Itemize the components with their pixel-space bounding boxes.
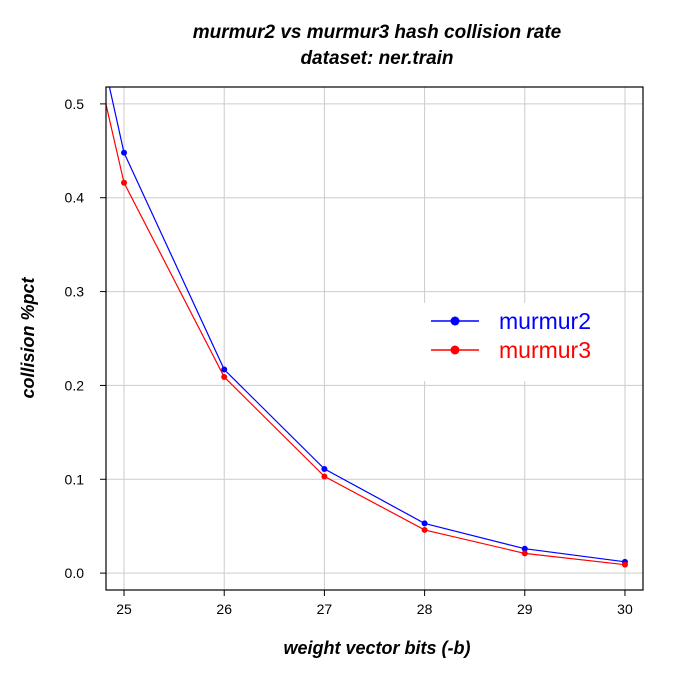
x-tick-label: 25 [116,601,132,617]
data-point-murmur3 [221,373,228,380]
data-point-murmur3 [421,526,428,533]
chart-title: murmur2 vs murmur3 hash collision rate [193,22,562,43]
y-tick-label: 0.5 [65,96,85,112]
data-point-murmur3 [321,473,328,480]
y-tick-label: 0.2 [65,377,85,393]
data-point-murmur2 [121,149,128,156]
plot-frame [105,86,644,591]
data-point-murmur2 [421,520,428,527]
x-axis: 25 26 27 28 29 30 [116,590,633,617]
data-point-murmur2 [321,465,328,472]
y-tick-label: 0.3 [65,284,85,300]
y-tick-label: 0.1 [65,471,85,487]
data-point-murmur2 [521,545,528,552]
y-axis: 0.0 0.1 0.2 0.3 0.4 0.5 [65,96,106,581]
chart-subtitle: dataset: ner.train [300,48,453,69]
y-axis-label: collision %pct [18,276,38,398]
data-point-murmur3 [121,179,128,186]
x-tick-label: 27 [317,601,333,617]
legend-marker-murmur2 [450,316,460,326]
x-tick-label: 29 [517,601,533,617]
legend-box [420,303,610,381]
x-axis-label: weight vector bits (-b) [283,638,470,658]
y-tick-label: 0.0 [65,565,85,581]
data-point-murmur3 [521,550,528,557]
x-tick-label: 28 [417,601,433,617]
legend: murmur2 murmur3 [420,303,610,381]
legend-label-murmur2: murmur2 [499,308,591,334]
data-point-murmur2 [221,366,228,373]
series-layer [106,87,628,568]
legend-label-murmur3: murmur3 [499,337,591,363]
x-tick-label: 30 [617,601,633,617]
y-tick-label: 0.4 [65,190,85,206]
legend-marker-murmur3 [450,345,460,355]
data-point-murmur3 [621,561,628,568]
x-tick-label: 26 [216,601,232,617]
